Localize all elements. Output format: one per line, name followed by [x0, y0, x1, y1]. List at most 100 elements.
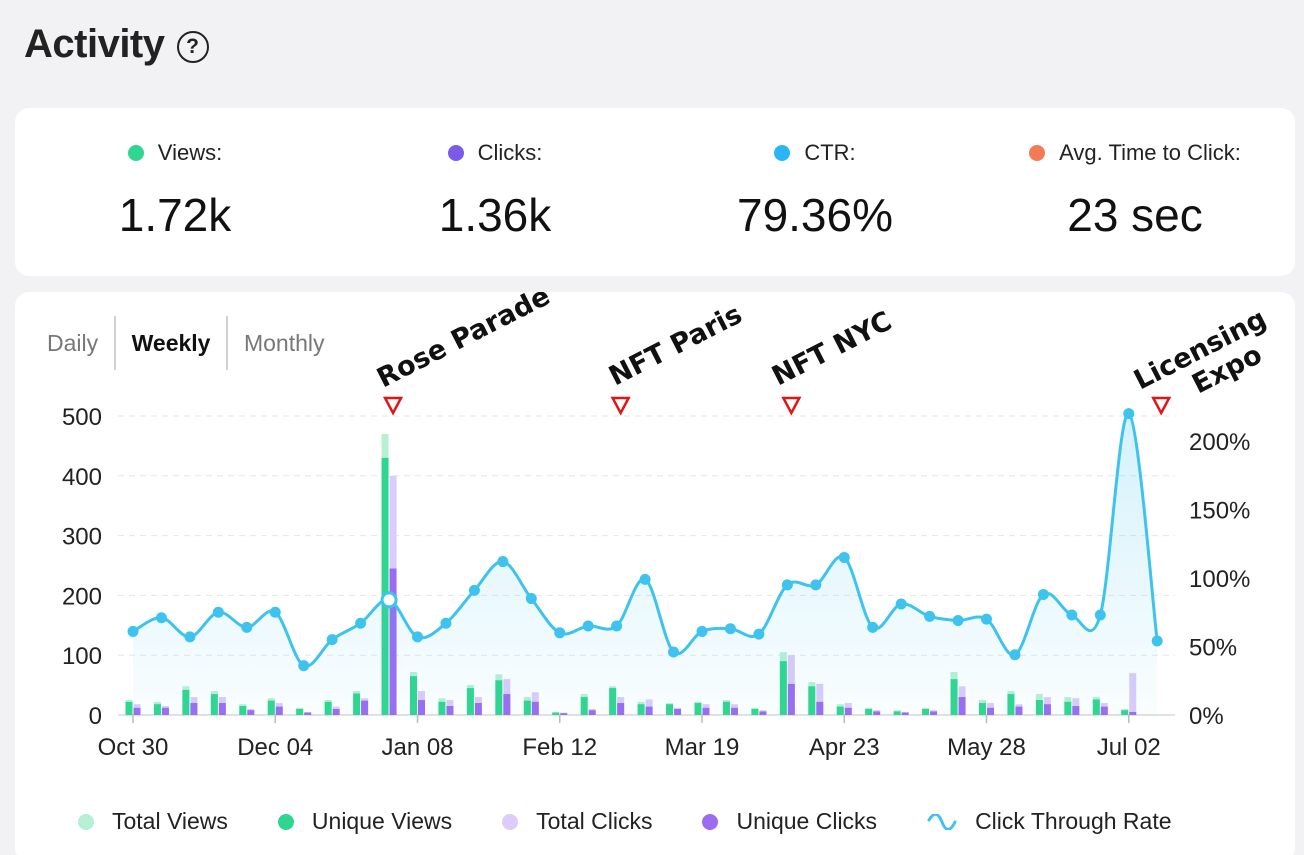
- x-tick-label: May 28: [947, 734, 1026, 761]
- ctr-point: [952, 614, 964, 626]
- y-tick-label-left: 200: [62, 583, 102, 610]
- page-title: Activity ?: [24, 22, 209, 67]
- stat-value: 23 sec: [1067, 189, 1203, 241]
- event-label: LicensingExpo: [1129, 303, 1285, 423]
- event-label: NFT Paris: [604, 299, 747, 392]
- ctr-point: [724, 623, 736, 635]
- y-tick-label-right: 100%: [1189, 566, 1250, 593]
- ctr-point: [1037, 588, 1049, 600]
- bar-unique-views: [125, 701, 133, 715]
- y-tick-label-right: 0%: [1189, 703, 1224, 730]
- stat-value: 1.36k: [438, 189, 552, 241]
- clicks-dot-icon: [447, 145, 464, 161]
- ctr-point: [582, 620, 594, 632]
- ctr-point: [1094, 609, 1106, 621]
- x-tick-label: Jul 02: [1097, 734, 1161, 761]
- total-views-dot-icon: [78, 813, 94, 830]
- y-tick-label-right: 150%: [1189, 498, 1250, 525]
- help-circle-icon[interactable]: ?: [176, 30, 209, 63]
- legend-total-clicks[interactable]: Total Clicks: [502, 808, 652, 835]
- legend-unique-clicks[interactable]: Unique Clicks: [702, 808, 877, 835]
- tab-monthly[interactable]: Monthly: [243, 329, 325, 356]
- ctr-point: [155, 612, 167, 624]
- ctr-point: [981, 613, 992, 625]
- ctr-point: [380, 591, 398, 609]
- ctr-point: [867, 621, 879, 633]
- event-marker-icon: [1151, 396, 1172, 416]
- x-tick-label: Feb 12: [522, 734, 597, 761]
- legend-label: Total Views: [112, 808, 228, 834]
- ctr-area: [133, 413, 1158, 715]
- y-tick-label-left: 0: [89, 703, 102, 730]
- ctr-point: [696, 625, 708, 637]
- ctr-point: [497, 556, 509, 568]
- x-tick-label: Jan 08: [381, 734, 453, 761]
- stat-views: Views: 1.72k: [15, 140, 335, 242]
- y-tick-label-left: 300: [62, 524, 102, 551]
- x-tick-label: Apr 23: [809, 734, 880, 761]
- ctr-point: [468, 584, 480, 596]
- stats-card: Views: 1.72k Clicks: 1.36k CTR: 79.36% A…: [15, 108, 1295, 276]
- ctr-point: [355, 617, 367, 629]
- stat-label: Views:: [157, 140, 223, 165]
- wave-line-icon: [927, 813, 957, 830]
- ctr-point: [1151, 635, 1163, 647]
- total-clicks-dot-icon: [502, 813, 519, 830]
- x-tick-label: Dec 04: [237, 734, 313, 761]
- stat-label: Clicks:: [477, 140, 543, 165]
- y-tick-label-right: 200%: [1189, 429, 1250, 456]
- legend-label: Click Through Rate: [975, 808, 1172, 834]
- legend-label: Unique Views: [311, 808, 453, 834]
- stat-ctr: CTR: 79.36%: [655, 140, 975, 242]
- ctr-point: [298, 660, 310, 672]
- tab-weekly[interactable]: Weekly: [131, 329, 211, 356]
- ctr-point: [184, 631, 196, 643]
- ctr-point: [326, 634, 338, 646]
- ctr-point: [838, 551, 850, 563]
- ctr-line: [132, 412, 1159, 668]
- chart-card: Daily Weekly Monthly: [15, 292, 1295, 855]
- ctr-point: [781, 579, 793, 591]
- chart-legend: Total Views Unique Views Total Clicks Un…: [78, 808, 1222, 835]
- ctr-point: [127, 625, 139, 637]
- event-label: Rose Parade: [372, 292, 555, 394]
- ctr-point: [639, 573, 651, 585]
- legend-total-views[interactable]: Total Views: [78, 808, 228, 835]
- event-marker-icon: [610, 396, 631, 416]
- legend-ctr[interactable]: Click Through Rate: [927, 808, 1172, 835]
- ctr-point: [924, 610, 936, 622]
- stat-avg-time: Avg. Time to Click: 23 sec: [975, 140, 1295, 242]
- legend-unique-views[interactable]: Unique Views: [277, 808, 453, 835]
- ctr-point: [440, 617, 452, 629]
- event-label: NFT NYC: [767, 306, 897, 393]
- page-title-text: Activity: [24, 22, 165, 66]
- ctr-point: [611, 620, 623, 632]
- ctr-point: [241, 621, 253, 633]
- ctr-point: [212, 606, 224, 618]
- ctr-point: [269, 606, 281, 618]
- x-tick-label: Mar 19: [665, 734, 740, 761]
- legend-label: Total Clicks: [536, 808, 653, 834]
- ctr-point: [1123, 408, 1135, 420]
- period-tabs: Daily Weekly Monthly: [47, 316, 341, 370]
- ctr-point: [1066, 609, 1078, 621]
- stat-clicks: Clicks: 1.36k: [335, 140, 655, 242]
- y-tick-label-left: 500: [62, 404, 102, 431]
- ctr-point: [1009, 649, 1021, 661]
- ctr-point: [525, 593, 537, 605]
- legend-label: Unique Clicks: [736, 808, 878, 834]
- stat-label: Avg. Time to Click:: [1059, 140, 1241, 165]
- event-marker-icon: [382, 396, 404, 416]
- stat-label: CTR:: [804, 140, 856, 165]
- tab-daily[interactable]: Daily: [47, 329, 99, 356]
- unique-views-dot-icon: [277, 813, 294, 830]
- views-dot-icon: [127, 145, 144, 161]
- stat-value: 1.72k: [118, 189, 232, 241]
- ctr-point: [895, 598, 907, 610]
- ctr-point: [554, 627, 566, 639]
- unique-clicks-dot-icon: [702, 813, 719, 830]
- ctr-point: [412, 631, 423, 643]
- tab-divider: [226, 316, 228, 370]
- avg-time-dot-icon: [1029, 145, 1046, 161]
- ctr-point: [753, 628, 765, 640]
